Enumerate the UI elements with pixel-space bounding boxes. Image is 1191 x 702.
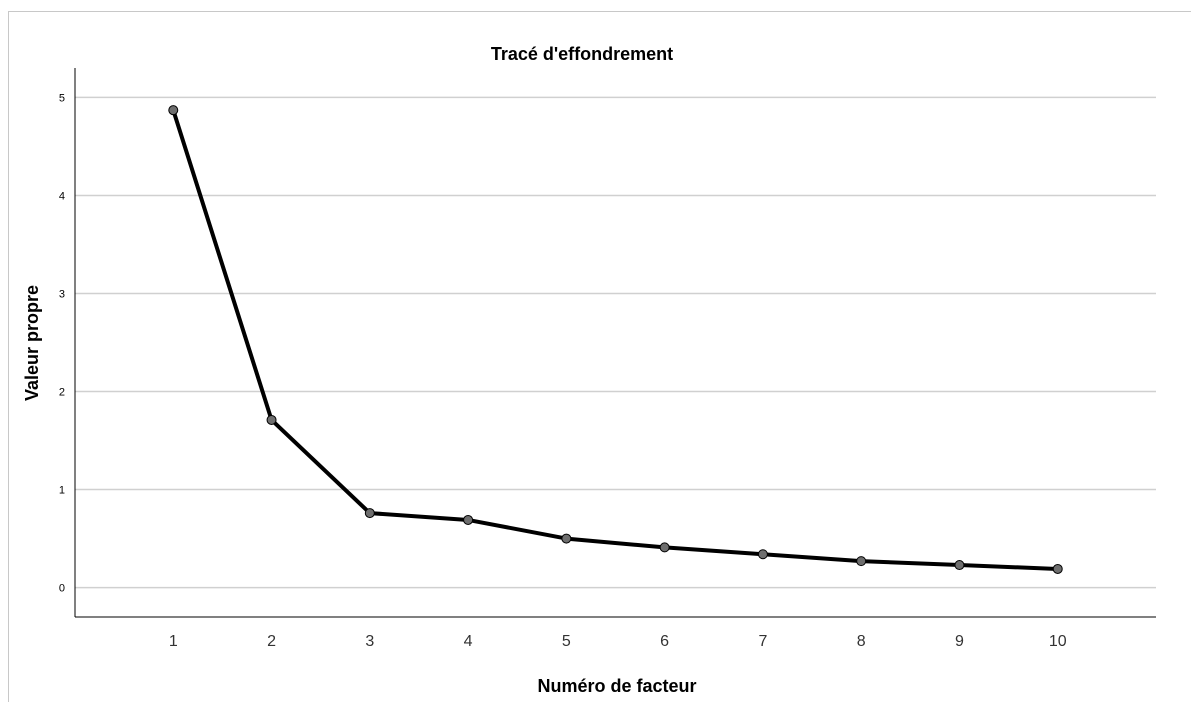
data-point <box>168 105 179 116</box>
x-tick-labels: 1 2 3 4 5 6 7 8 9 10 <box>169 633 1067 650</box>
x-tick-label: 7 <box>758 633 767 650</box>
x-tick-label: 6 <box>660 633 669 650</box>
data-point <box>463 514 474 525</box>
data-point <box>561 533 572 544</box>
chart-title: Tracé d'effondrement <box>491 44 673 64</box>
y-tick-label: 0 <box>59 583 65 595</box>
data-point <box>364 508 375 519</box>
series-line <box>171 108 1060 571</box>
axes <box>74 68 1156 618</box>
y-tick-labels: 0 1 2 3 4 5 <box>59 92 65 594</box>
x-tick-label: 8 <box>857 633 866 650</box>
data-point <box>856 556 867 567</box>
x-tick-label: 10 <box>1049 633 1067 650</box>
data-point <box>1052 563 1063 574</box>
x-axis-title: Numéro de facteur <box>537 676 696 696</box>
x-tick-label: 4 <box>464 633 473 650</box>
x-tick-label: 5 <box>562 633 571 650</box>
x-tick-label: 9 <box>955 633 964 650</box>
y-tick-label: 1 <box>59 485 65 497</box>
x-tick-label: 1 <box>169 633 178 650</box>
y-tick-label: 5 <box>59 92 65 104</box>
data-point <box>266 414 277 425</box>
gridlines <box>75 96 1156 589</box>
x-tick-label: 3 <box>365 633 374 650</box>
y-tick-label: 2 <box>59 387 65 399</box>
y-tick-label: 4 <box>59 190 65 202</box>
data-points <box>168 105 1063 574</box>
y-axis-title: Valeur propre <box>22 285 42 401</box>
data-point <box>954 560 965 571</box>
chart-frame <box>8 11 1191 702</box>
series-line-0 <box>171 108 1060 571</box>
x-tick-label: 2 <box>267 633 276 650</box>
data-point <box>659 542 670 553</box>
y-tick-label: 3 <box>59 288 65 300</box>
data-point <box>757 549 768 560</box>
